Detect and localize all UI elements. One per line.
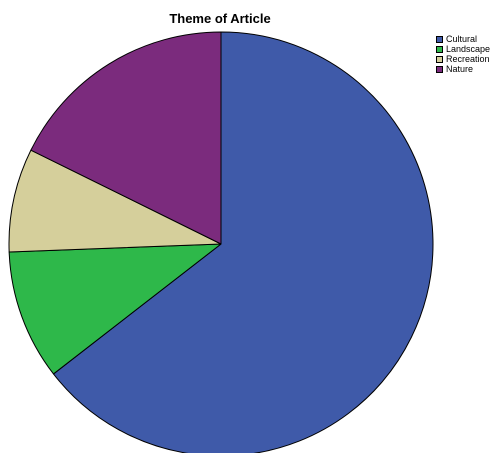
legend-label: Recreation [446,54,490,64]
legend-item-cultural: Cultural [436,34,490,44]
legend-label: Cultural [446,34,478,44]
chart-title: Theme of Article [169,11,271,26]
legend-swatch [436,55,443,63]
legend-swatch [436,65,443,73]
legend-label: Landscape [446,44,491,54]
legend-item-landscape: Landscape [436,44,490,54]
legend-label: Nature [446,64,474,74]
pie-slice-landscape [8,243,222,375]
pie-slices [8,31,434,453]
pie-slice-recreation [8,149,222,253]
legend-item-recreation: Recreation [436,54,490,64]
legend-swatch [436,35,443,43]
chart-legend: Cultural Landscape Recreation Nature [436,34,490,74]
pie-slice-nature [30,31,222,245]
legend-swatch [436,45,443,53]
pie-slice-cultural [52,31,434,453]
legend-item-nature: Nature [436,64,490,74]
